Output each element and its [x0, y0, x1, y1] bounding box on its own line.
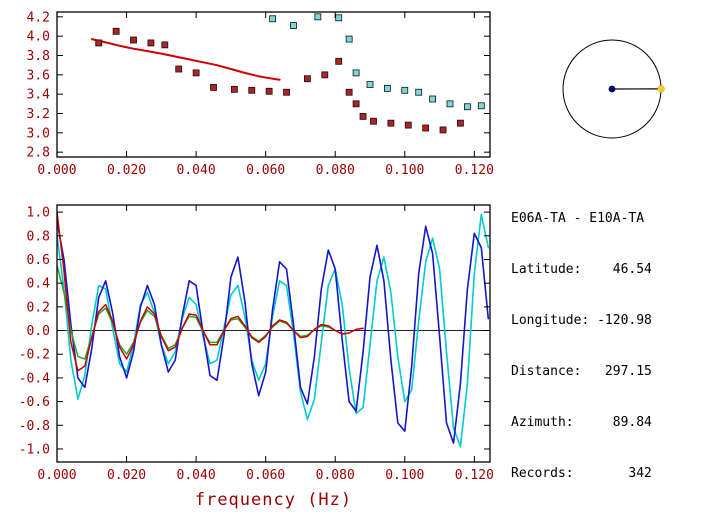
records-line: Records: 342 [511, 466, 652, 481]
x-axis-title: frequency (Hz) [195, 490, 352, 510]
y-tick-label: 0.6 [27, 253, 50, 268]
y-tick-label: -1.0 [19, 442, 50, 457]
station-info-panel: E06A-TA - E10A-TA Latitude: 46.54 Longit… [511, 176, 652, 516]
cyan-velocity-measurements-point [477, 102, 485, 110]
cyan-velocity-measurements-point [463, 103, 471, 111]
latitude-line: Latitude: 46.54 [511, 262, 652, 277]
y-tick-label: 3.8 [27, 49, 50, 64]
red-velocity-measurements-point [112, 27, 120, 35]
red-velocity-measurements-point [370, 117, 377, 125]
y-tick-label: 0.0 [27, 324, 50, 339]
cross-spectrum-chart: 0.000 0.020 0.040 0.060 0.080 0.100 0.120-1.0-… [19, 204, 494, 510]
cyan-velocity-measurements-point [269, 15, 277, 23]
series-cyan-velocity-measurements [269, 13, 485, 111]
y-tick-label: 3.6 [27, 68, 50, 83]
cyan-velocity-measurements-point [415, 88, 423, 96]
cyan-velocity-measurements-point [314, 13, 322, 21]
cross-spectrum-x-axis: 0.000 0.020 0.040 0.060 0.080 0.100 0.120 [37, 205, 494, 483]
y-tick-label: 2.8 [27, 146, 50, 161]
cyan-velocity-measurements-point [345, 35, 353, 43]
station-pair-title: E06A-TA - E10A-TA [511, 211, 645, 226]
y-tick-label: 0.4 [27, 277, 51, 292]
red-velocity-measurements-point [321, 71, 329, 79]
y-tick-label: -0.6 [19, 395, 50, 410]
red-velocity-measurements-point [304, 75, 311, 83]
x-tick-label: 0.100 [385, 163, 424, 178]
cyan-velocity-measurements-point [446, 100, 454, 108]
cyan-velocity-measurements-point [366, 81, 374, 88]
y-tick-label: -0.8 [19, 419, 50, 434]
red-velocity-measurements-point [422, 124, 430, 132]
longitude-line: Longitude: -120.98 [511, 313, 652, 328]
cyan-velocity-measurements-point [429, 95, 437, 103]
red-velocity-measurements-point [439, 126, 447, 134]
red-velocity-measurements-point [345, 88, 353, 96]
red-velocity-measurements-point [210, 84, 217, 91]
cyan-velocity-measurements-point [290, 22, 297, 29]
cyan-velocity-measurements-point [335, 14, 343, 22]
y-tick-label: 3.0 [27, 126, 50, 141]
dispersion-chart: 0.000 0.020 0.040 0.060 0.080 0.100 0.120 2.8 3.… [27, 10, 494, 178]
y-tick-label: 3.4 [27, 88, 51, 103]
x-tick-label: 0.120 [455, 468, 494, 483]
series-raw-spectrum-blue [57, 220, 490, 444]
x-tick-label: 0.000 [37, 163, 76, 178]
y-tick-label: 4.0 [27, 30, 50, 45]
red-velocity-measurements-point [404, 121, 412, 129]
red-velocity-measurements-point [387, 119, 395, 127]
y-tick-label: 3.2 [27, 107, 50, 122]
red-velocity-measurements-point [192, 69, 200, 77]
dispersion-plot-area [90, 13, 485, 134]
y-tick-label: 0.2 [27, 300, 50, 315]
receiver-station-dot [657, 85, 665, 93]
red-velocity-measurements-point [457, 119, 464, 127]
dispersion-axes-box [56, 11, 491, 158]
red-velocity-measurements-point [335, 57, 343, 65]
azimuth-dial [562, 39, 665, 139]
x-tick-label: 0.020 [107, 163, 146, 178]
red-velocity-measurements-point [230, 85, 238, 93]
red-velocity-measurements-point [283, 88, 290, 96]
red-velocity-measurements-point [175, 65, 183, 73]
x-tick-label: 0.120 [455, 163, 494, 178]
x-tick-label: 0.080 [316, 163, 355, 178]
y-tick-label: 0.8 [27, 229, 50, 244]
cross-spectrum-plot-area [57, 211, 490, 448]
y-tick-label: 1.0 [27, 206, 50, 221]
x-tick-label: 0.100 [385, 468, 424, 483]
dispersion-y-axis: 2.8 3.0 3.2 3.4 3.6 3.8 4.0 4.2 [27, 10, 490, 161]
cyan-velocity-measurements-point [401, 86, 409, 94]
dispersion-x-axis: 0.000 0.020 0.040 0.060 0.080 0.100 0.120 [37, 12, 494, 178]
red-velocity-measurements-point [161, 41, 169, 49]
y-tick-label: -0.4 [19, 371, 50, 386]
red-velocity-measurements-point [352, 100, 360, 108]
x-tick-label: 0.020 [107, 468, 146, 483]
x-tick-label: 0.040 [177, 468, 216, 483]
red-velocity-measurements-point [147, 39, 155, 47]
y-tick-label: -0.2 [19, 348, 50, 363]
red-velocity-measurements-point [95, 39, 103, 47]
y-tick-label: 4.2 [27, 10, 50, 25]
source-station-dot [608, 85, 616, 93]
x-tick-label: 0.000 [37, 468, 76, 483]
distance-line: Distance: 297.15 [511, 364, 652, 379]
series-smoothed-spectrum-red [57, 211, 364, 372]
cross-spectrum-axes-box [56, 204, 491, 463]
x-tick-label: 0.060 [246, 468, 285, 483]
x-tick-label: 0.060 [246, 163, 285, 178]
x-tick-label: 0.080 [316, 468, 355, 483]
red-velocity-measurements-point [359, 113, 367, 120]
x-tick-label: 0.040 [177, 163, 216, 178]
series-reference-dispersion-curve [90, 38, 281, 81]
red-velocity-measurements-point [130, 36, 137, 44]
cyan-velocity-measurements-point [384, 84, 391, 92]
red-velocity-measurements-point [248, 86, 256, 94]
cyan-velocity-measurements-point [352, 69, 360, 77]
cross-spectrum-y-axis: -1.0 -0.8 -0.6 -0.4 -0.2 0.0 0.2 0.4 0.6 0.8 1.0 [19, 206, 490, 457]
azimuth-line: Azimuth: 89.84 [511, 415, 652, 430]
red-velocity-measurements-point [265, 87, 273, 95]
series-red-velocity-measurements [95, 27, 464, 134]
